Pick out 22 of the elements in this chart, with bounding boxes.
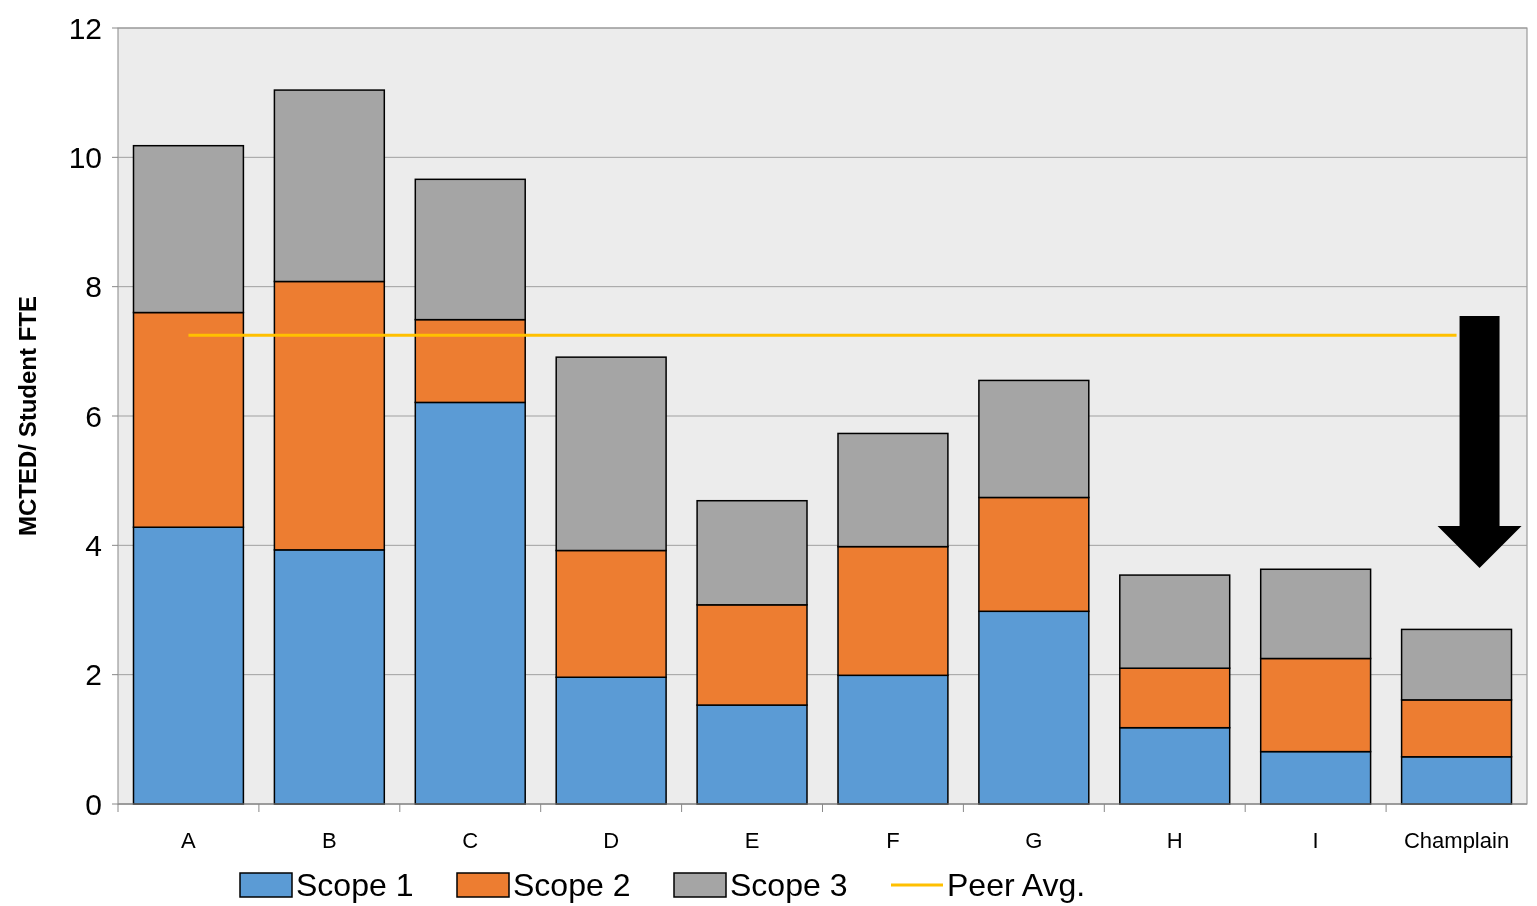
y-tick-label: 4 — [85, 528, 102, 562]
y-axis-title: MCTED/ Student FTE — [14, 296, 41, 536]
x-tick-label: H — [1166, 828, 1183, 853]
y-tick-label: 2 — [85, 658, 102, 692]
legend-label: Scope 2 — [513, 867, 631, 903]
legend-label: Scope 3 — [730, 867, 848, 903]
x-tick-label: G — [1025, 828, 1043, 853]
x-tick-label: E — [744, 828, 760, 853]
y-tick-label: 10 — [68, 140, 102, 174]
x-tick-label: I — [1312, 828, 1319, 853]
x-tick-label: F — [886, 828, 900, 853]
y-tick-label: 0 — [85, 787, 102, 821]
x-tick-label: B — [322, 828, 337, 853]
x-tick-label: Champlain — [1403, 828, 1510, 853]
y-tick-label: 12 — [68, 11, 102, 45]
legend-label: Scope 1 — [296, 867, 414, 903]
x-tick-label: D — [603, 828, 620, 853]
y-tick-label: 8 — [85, 270, 102, 304]
y-tick-label: 6 — [85, 399, 102, 433]
legend-label: Peer Avg. — [947, 867, 1086, 903]
x-tick-label: A — [181, 828, 197, 853]
x-tick-label: C — [462, 828, 479, 853]
